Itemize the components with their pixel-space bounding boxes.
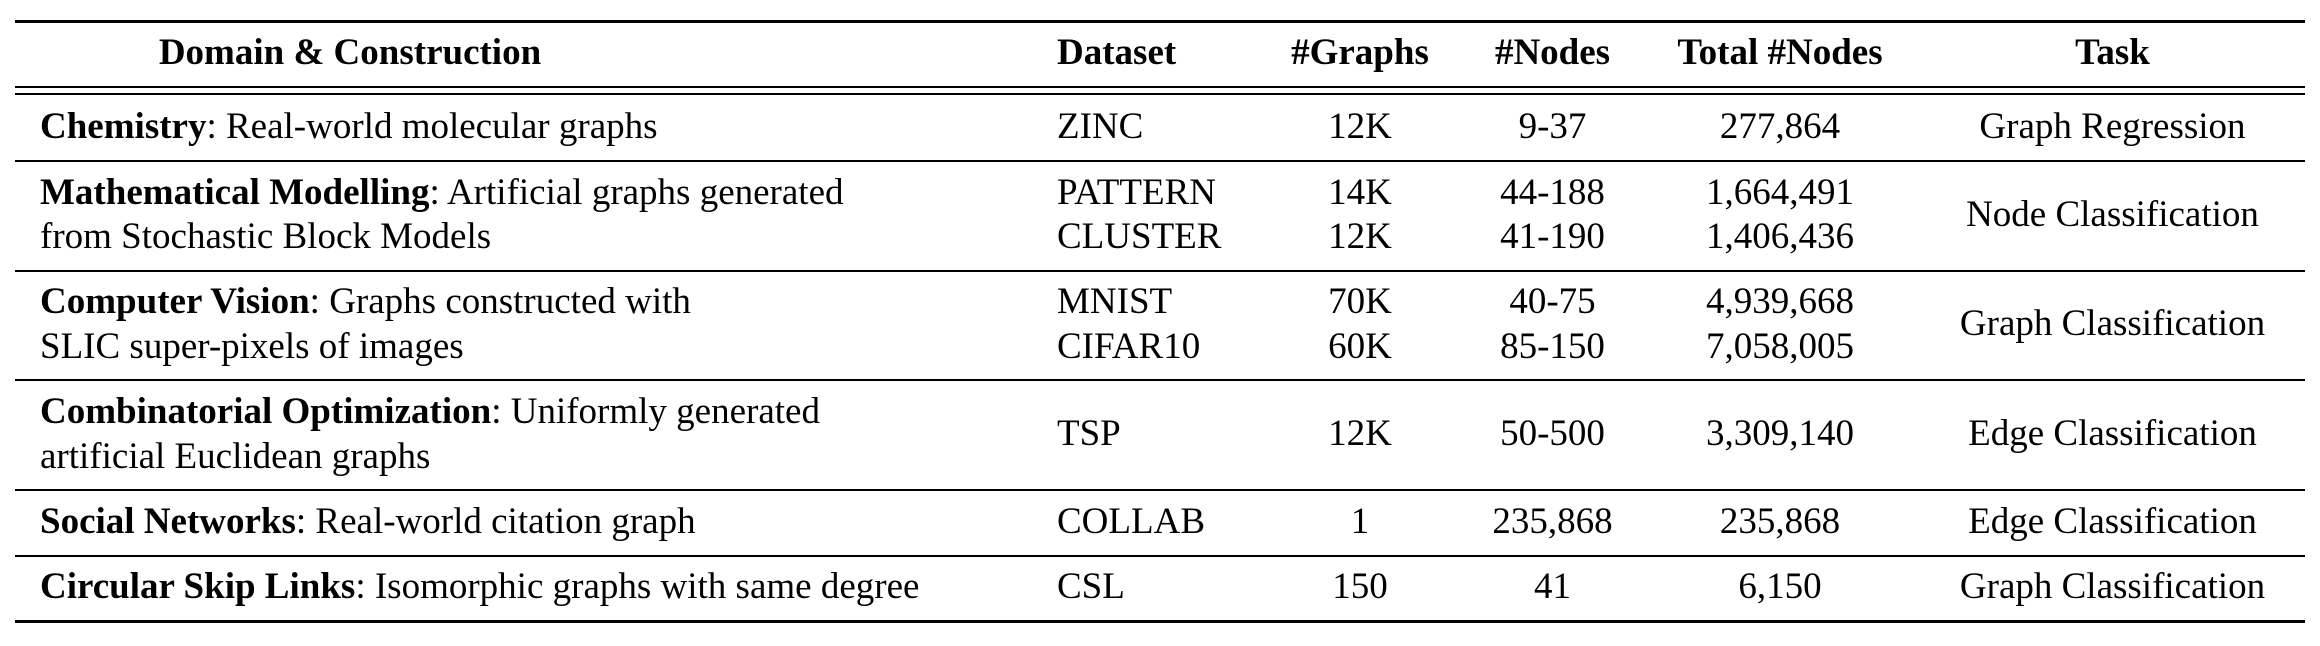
header-double-rule-top xyxy=(15,86,2305,88)
nodes-cell: 41-190 xyxy=(1500,216,1605,257)
nodes-cell: 50-500 xyxy=(1500,413,1605,454)
nodes-cell: 85-150 xyxy=(1500,326,1605,367)
dataset-cell: CLUSTER xyxy=(1057,216,1222,257)
dataset-cell: ZINC xyxy=(1057,106,1144,147)
dataset-cell: MNIST xyxy=(1057,281,1173,322)
total-nodes-cell: 1,664,491 xyxy=(1706,172,1854,213)
graphs-cell: 1 xyxy=(1350,501,1370,542)
task-cell: Edge Classification xyxy=(1968,501,2257,542)
total-nodes-cell: 7,058,005 xyxy=(1706,326,1854,367)
task-cell: Node Classification xyxy=(1966,194,2259,235)
graphs-cell: 60K xyxy=(1328,326,1392,367)
table-row-domain: Circular Skip Links: Isomorphic graphs w… xyxy=(40,566,920,607)
dataset-cell: CIFAR10 xyxy=(1057,326,1201,367)
table-row-domain: Combinatorial Optimization: Uniformly ge… xyxy=(40,391,820,432)
row-separator xyxy=(15,270,2305,272)
dataset-cell: PATTERN xyxy=(1057,172,1217,213)
task-cell: Graph Classification xyxy=(1959,303,2266,344)
nodes-cell: 41 xyxy=(1534,566,1571,607)
dataset-cell: COLLAB xyxy=(1057,501,1205,542)
table-row-domain: Chemistry: Real-world molecular graphs xyxy=(40,106,658,147)
table-row-domain: Computer Vision: Graphs constructed with xyxy=(40,281,691,322)
row-separator xyxy=(15,555,2305,557)
top-rule xyxy=(15,20,2305,23)
graphs-cell: 12K xyxy=(1328,216,1392,257)
table-row-domain-line2: artificial Euclidean graphs xyxy=(40,436,431,477)
row-separator xyxy=(15,379,2305,381)
graphs-cell: 12K xyxy=(1328,106,1392,147)
header-nodes: #Nodes xyxy=(1494,32,1611,73)
total-nodes-cell: 1,406,436 xyxy=(1706,216,1854,257)
header-graphs: #Graphs xyxy=(1291,32,1429,73)
task-cell: Graph Regression xyxy=(1979,106,2246,147)
table-row-domain-line2: from Stochastic Block Models xyxy=(40,216,492,257)
header-task: Task xyxy=(2075,32,2150,73)
table-row-domain-line2: SLIC super-pixels of images xyxy=(40,326,464,367)
header-dataset: Dataset xyxy=(1057,32,1177,73)
graphs-cell: 14K xyxy=(1328,172,1392,213)
table-row-domain: Mathematical Modelling: Artificial graph… xyxy=(40,172,844,213)
task-cell: Graph Classification xyxy=(1959,566,2266,607)
graphs-cell: 150 xyxy=(1332,566,1388,607)
total-nodes-cell: 3,309,140 xyxy=(1706,413,1854,454)
bottom-rule xyxy=(15,620,2305,623)
table-row-domain: Social Networks: Real-world citation gra… xyxy=(40,501,696,542)
nodes-cell: 235,868 xyxy=(1492,501,1613,542)
dataset-cell: TSP xyxy=(1057,413,1121,454)
header-double-rule-bottom xyxy=(15,93,2305,95)
total-nodes-cell: 235,868 xyxy=(1719,501,1841,542)
header-domain: Domain & Construction xyxy=(158,32,542,73)
row-separator xyxy=(15,160,2305,162)
task-cell: Edge Classification xyxy=(1968,413,2257,454)
graphs-cell: 12K xyxy=(1328,413,1392,454)
nodes-cell: 44-188 xyxy=(1500,172,1605,213)
graphs-cell: 70K xyxy=(1328,281,1392,322)
row-separator xyxy=(15,489,2305,491)
total-nodes-cell: 277,864 xyxy=(1719,106,1841,147)
total-nodes-cell: 6,150 xyxy=(1738,566,1822,607)
header-total-nodes: Total #Nodes xyxy=(1677,32,1883,73)
nodes-cell: 40-75 xyxy=(1509,281,1596,322)
nodes-cell: 9-37 xyxy=(1518,106,1587,147)
dataset-cell: CSL xyxy=(1057,566,1125,607)
total-nodes-cell: 4,939,668 xyxy=(1706,281,1854,322)
